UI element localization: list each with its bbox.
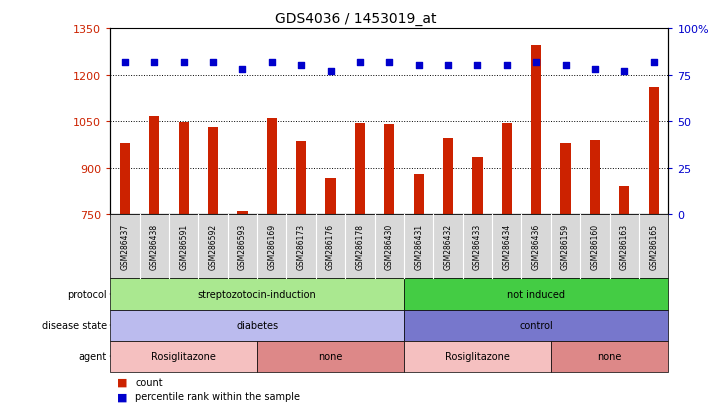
Text: GSM286434: GSM286434 [502,224,511,270]
Point [501,63,513,69]
Text: GSM286178: GSM286178 [356,224,365,270]
Text: streptozotocin-induction: streptozotocin-induction [198,289,316,299]
Text: GSM286592: GSM286592 [208,224,218,270]
Text: control: control [519,320,553,330]
Bar [443,139,453,215]
Text: none: none [597,351,622,361]
Text: Rosiglitazone: Rosiglitazone [151,351,216,361]
Point [208,59,219,66]
Bar [502,123,512,215]
Point [383,59,395,66]
Text: not induced: not induced [507,289,565,299]
Text: diabetes: diabetes [236,320,278,330]
Text: GSM286432: GSM286432 [444,224,452,270]
Text: GSM286433: GSM286433 [473,224,482,270]
Text: percentile rank within the sample: percentile rank within the sample [135,392,300,401]
Bar [237,211,247,215]
Point [178,59,189,66]
Text: none: none [319,351,343,361]
Point [471,63,483,69]
Point [619,69,630,75]
Point [589,66,601,73]
Text: GDS4036 / 1453019_at: GDS4036 / 1453019_at [274,12,437,26]
Bar [296,142,306,215]
Text: GSM286593: GSM286593 [238,224,247,270]
Point [237,66,248,73]
Text: ■: ■ [117,392,128,401]
Bar [472,157,483,215]
Bar [119,143,130,215]
Bar [355,123,365,215]
Text: disease state: disease state [41,320,107,330]
Text: GSM286159: GSM286159 [561,224,570,270]
Text: GSM286160: GSM286160 [590,224,599,270]
Text: GSM286163: GSM286163 [620,224,629,270]
Point [325,69,336,75]
Bar [384,125,395,215]
Bar [619,187,629,215]
Bar [648,88,659,215]
Point [354,59,365,66]
Bar [414,174,424,215]
Bar [326,178,336,215]
Point [266,59,277,66]
Text: GSM286165: GSM286165 [649,224,658,270]
Text: GSM286430: GSM286430 [385,224,394,270]
Point [530,59,542,66]
Text: protocol: protocol [67,289,107,299]
Text: GSM286173: GSM286173 [296,224,306,270]
Text: Rosiglitazone: Rosiglitazone [445,351,510,361]
Text: agent: agent [78,351,107,361]
Point [442,63,454,69]
Text: GSM286431: GSM286431 [414,224,423,270]
Point [296,63,307,69]
Text: GSM286436: GSM286436 [532,224,540,270]
Point [560,63,571,69]
Point [413,63,424,69]
Point [149,59,160,66]
Text: count: count [135,377,163,387]
Text: GSM286591: GSM286591 [179,224,188,270]
Bar [531,46,541,215]
Point [119,59,131,66]
Bar [149,117,159,215]
Bar [208,128,218,215]
Text: GSM286176: GSM286176 [326,224,335,270]
Bar [267,119,277,215]
Bar [589,140,600,215]
Bar [178,122,189,215]
Text: ■: ■ [117,377,128,387]
Bar [560,143,571,215]
Text: GSM286438: GSM286438 [150,224,159,270]
Text: GSM286437: GSM286437 [120,224,129,270]
Text: GSM286169: GSM286169 [267,224,277,270]
Point [648,59,659,66]
